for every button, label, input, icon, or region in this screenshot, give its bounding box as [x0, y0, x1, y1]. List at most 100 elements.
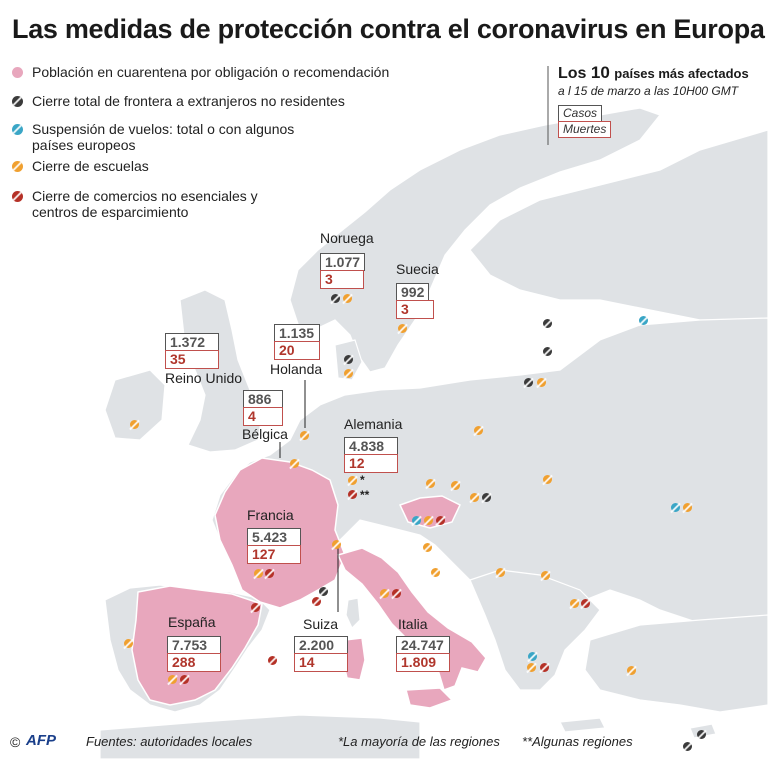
legend-item-border-closure: Cierre total de frontera a extranjeros n… — [12, 93, 345, 109]
country-name-suiza: Suiza — [303, 616, 339, 632]
page-title: Las medidas de protección contra el coro… — [12, 14, 765, 44]
school-closure-icon — [168, 675, 177, 684]
deaths-reino-unido: 35 — [165, 350, 219, 369]
deaths-belgica: 4 — [243, 407, 283, 426]
country-name-italia: Italia — [398, 616, 428, 632]
school-closure-icon — [124, 639, 133, 648]
corsica-land — [345, 597, 361, 630]
border-closure-icon — [319, 587, 328, 596]
country-name-espana: España — [168, 614, 216, 630]
info-title: Los 10 países más afectados — [558, 63, 749, 83]
turkey-land — [584, 614, 768, 713]
legend-label: Cierre total de frontera a extranjeros n… — [32, 93, 345, 109]
legend-label: Cierre de comercios no esenciales y cent… — [32, 188, 258, 220]
school-closure-icon — [541, 571, 550, 580]
land-masses — [99, 107, 768, 759]
shop-closure-icon — [436, 516, 445, 525]
deaths-noruega: 3 — [320, 270, 364, 289]
flight-suspension-icon — [671, 503, 680, 512]
school-closure-icon — [343, 294, 352, 303]
cases-alemania: 4.838 — [344, 437, 398, 455]
shop-closure-icon — [251, 603, 260, 612]
shop-closure-icon — [265, 569, 274, 578]
deaths-espana: 288 — [167, 653, 221, 672]
school-closure-icon — [537, 378, 546, 387]
school-closure-icon — [12, 161, 23, 172]
cases-italia: 24.747 — [396, 636, 450, 654]
country-name-alemania: Alemania — [344, 416, 403, 432]
crete-land — [559, 717, 606, 733]
note-marker-single: * — [360, 473, 365, 487]
flight-suspension-icon — [412, 516, 421, 525]
border-closure-icon — [543, 347, 552, 356]
country-name-reino-unido: Reino Unido — [165, 370, 243, 386]
legend-item-flights: Suspensión de vuelos: total o con alguno… — [12, 121, 307, 153]
school-closure-icon — [426, 479, 435, 488]
note-marker-double: ** — [360, 488, 370, 502]
school-closure-icon — [474, 426, 483, 435]
footnote-single: *La mayoría de las regiones — [338, 734, 500, 749]
school-closure-icon — [348, 476, 357, 485]
cases-francia: 5.423 — [247, 528, 301, 546]
border-closure-icon — [697, 730, 706, 739]
footnote-double: **Algunas regiones — [522, 734, 633, 749]
country-name-noruega: Noruega — [320, 230, 374, 246]
cases-belgica: 886 — [243, 390, 283, 408]
border-closure-icon — [543, 319, 552, 328]
school-closure-icon — [423, 543, 432, 552]
info-panel: Los 10 países más afectados a l 15 de ma… — [558, 63, 749, 98]
school-closure-icon — [332, 540, 341, 549]
cases-holanda: 1.135 — [274, 324, 320, 342]
legend-item-shops: Cierre de comercios no esenciales y cent… — [12, 188, 262, 220]
school-closure-icon — [683, 503, 692, 512]
info-subtitle: a l 15 de marzo a las 10H00 GMT — [558, 84, 739, 98]
finland-land — [469, 129, 768, 321]
cases-suiza: 2.200 — [294, 636, 348, 654]
legend-label: Población en cuarentena por obligación o… — [32, 64, 390, 80]
country-name-holanda: Holanda — [270, 361, 323, 377]
school-closure-icon — [527, 663, 536, 672]
school-closure-icon — [380, 589, 389, 598]
flight-suspension-icon — [528, 652, 537, 661]
info-title-number: 10 — [590, 63, 610, 82]
deaths-italia: 1.809 — [396, 653, 450, 672]
shop-closure-icon — [581, 599, 590, 608]
shop-closure-icon — [392, 589, 401, 598]
school-closure-icon — [130, 420, 139, 429]
deaths-holanda: 20 — [274, 341, 320, 360]
shop-closure-icon — [180, 675, 189, 684]
quarantine-circle-icon — [12, 67, 23, 78]
school-closure-icon — [344, 369, 353, 378]
shop-closure-icon — [268, 656, 277, 665]
shop-closure-icon — [540, 663, 549, 672]
north-africa-land — [99, 714, 421, 759]
school-closure-icon — [424, 516, 433, 525]
info-title-pre: Los — [558, 65, 587, 82]
cases-suecia: 992 — [396, 283, 430, 301]
key-deaths: Muertes — [558, 121, 612, 138]
sources-note: Fuentes: autoridades locales — [86, 734, 253, 749]
pointer-lines — [279, 380, 339, 612]
deaths-francia: 127 — [247, 545, 301, 564]
deaths-alemania: 12 — [344, 454, 398, 473]
school-closure-icon — [398, 324, 407, 333]
border-closure-icon — [12, 96, 23, 107]
legend-label: Cierre de escuelas — [32, 158, 149, 174]
school-closure-icon — [470, 493, 479, 502]
deaths-suecia: 3 — [396, 300, 434, 319]
flight-suspension-icon — [639, 316, 648, 325]
shop-closure-icon — [312, 597, 321, 606]
cases-reino-unido: 1.372 — [165, 333, 219, 351]
border-closure-icon — [683, 742, 692, 751]
school-closure-icon — [254, 569, 263, 578]
country-name-suecia: Suecia — [396, 261, 439, 277]
cases-noruega: 1.077 — [320, 253, 366, 271]
shop-closure-icon — [12, 191, 23, 202]
school-closure-icon — [496, 568, 505, 577]
border-closure-icon — [524, 378, 533, 387]
country-name-francia: Francia — [247, 507, 294, 523]
shop-closure-icon — [348, 490, 357, 499]
legend-label: Suspensión de vuelos: total o con alguno… — [32, 121, 295, 153]
great-britain-land — [179, 289, 263, 453]
legend-item-quarantine: Población en cuarentena por obligación o… — [12, 64, 389, 80]
